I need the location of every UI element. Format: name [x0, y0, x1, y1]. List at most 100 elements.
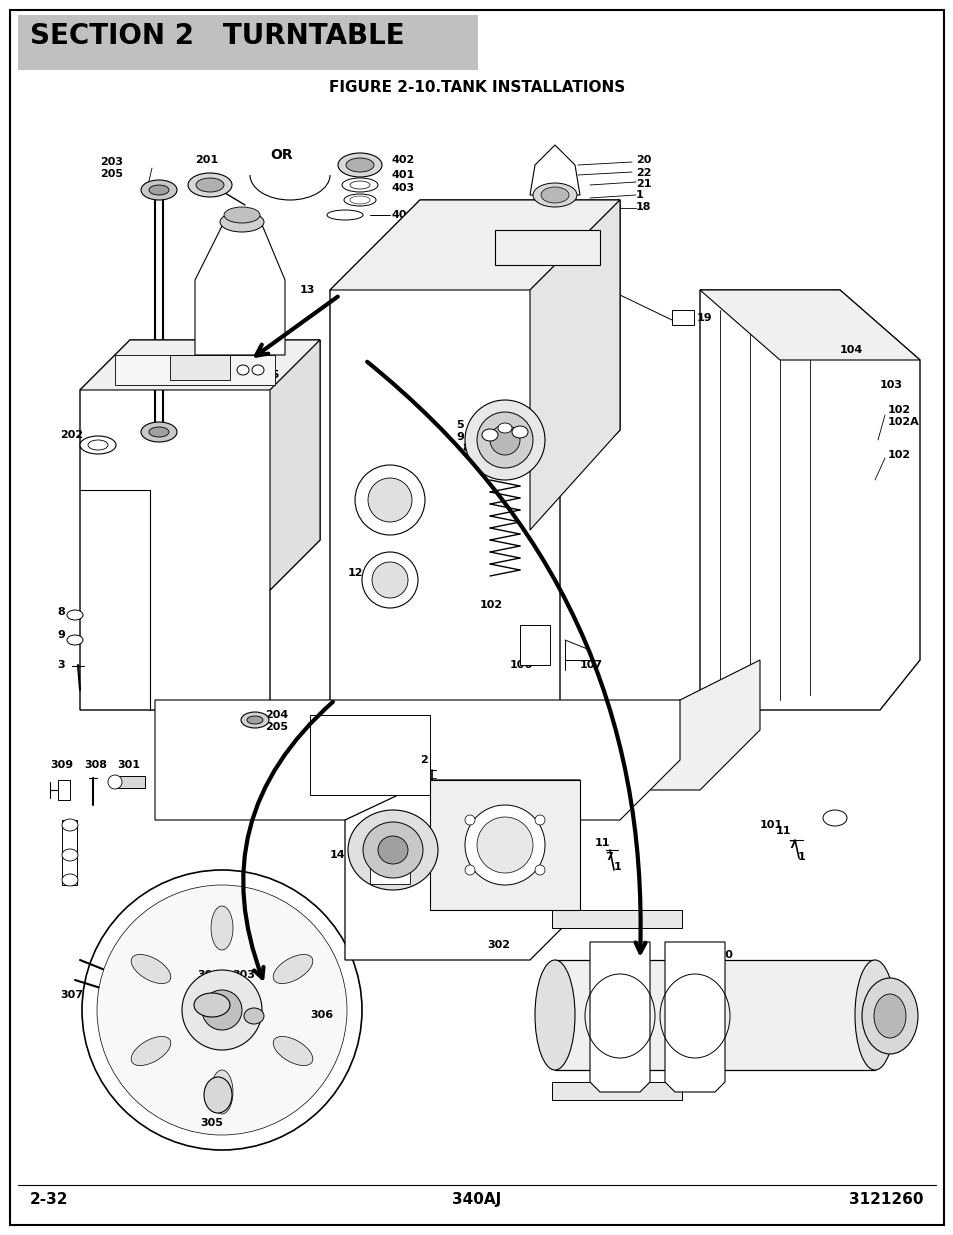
Text: 2: 2 [419, 755, 427, 764]
Polygon shape [530, 200, 619, 530]
Ellipse shape [80, 436, 116, 454]
Ellipse shape [211, 906, 233, 950]
Ellipse shape [273, 955, 313, 983]
Polygon shape [530, 144, 579, 195]
Text: 102
102A: 102 102A [887, 405, 919, 426]
Text: 104: 104 [840, 345, 862, 354]
Ellipse shape [202, 990, 242, 1030]
Text: 403: 403 [392, 183, 415, 193]
Text: 22: 22 [636, 168, 651, 178]
Ellipse shape [62, 848, 78, 861]
Polygon shape [700, 290, 919, 359]
Ellipse shape [188, 173, 232, 198]
Text: 9: 9 [228, 366, 235, 375]
Ellipse shape [220, 212, 264, 232]
Ellipse shape [355, 466, 424, 535]
Ellipse shape [363, 823, 422, 878]
Bar [115, 776, 145, 788]
Text: 101: 101 [760, 820, 782, 830]
Text: 2-32: 2-32 [30, 1192, 69, 1207]
Ellipse shape [195, 178, 224, 191]
Ellipse shape [97, 885, 347, 1135]
Ellipse shape [327, 210, 363, 220]
Text: 9: 9 [456, 432, 463, 442]
Text: 306: 306 [310, 1010, 333, 1020]
Ellipse shape [67, 635, 83, 645]
Text: 309: 309 [50, 760, 73, 769]
Polygon shape [330, 200, 619, 290]
Bar [552, 910, 681, 927]
Bar [62, 820, 77, 885]
Text: 16: 16 [499, 232, 515, 242]
Text: 5: 5 [456, 420, 463, 430]
Text: 7: 7 [604, 852, 612, 862]
Polygon shape [270, 340, 319, 590]
Polygon shape [80, 340, 319, 390]
Ellipse shape [88, 440, 108, 450]
Text: 13: 13 [299, 285, 315, 295]
Ellipse shape [368, 478, 412, 522]
Text: 304: 304 [196, 969, 220, 981]
Bar [58, 781, 70, 800]
Ellipse shape [82, 869, 361, 1150]
Bar [370, 852, 410, 884]
Polygon shape [700, 290, 919, 710]
Ellipse shape [241, 713, 269, 727]
Polygon shape [154, 700, 679, 820]
Ellipse shape [62, 874, 78, 885]
Text: 18: 18 [636, 203, 651, 212]
Ellipse shape [873, 994, 905, 1037]
Text: 1: 1 [797, 852, 805, 862]
Ellipse shape [476, 818, 533, 873]
Ellipse shape [464, 400, 544, 480]
Ellipse shape [193, 993, 230, 1016]
Ellipse shape [204, 1077, 232, 1113]
Ellipse shape [108, 776, 122, 789]
Ellipse shape [149, 427, 169, 437]
Text: 14: 14 [330, 850, 345, 860]
Polygon shape [194, 220, 285, 354]
Polygon shape [589, 942, 649, 1092]
Ellipse shape [182, 969, 262, 1050]
Text: 307: 307 [60, 990, 83, 1000]
Ellipse shape [464, 864, 475, 876]
Text: 21: 21 [636, 179, 651, 189]
Text: 1: 1 [220, 340, 228, 350]
Polygon shape [495, 230, 599, 266]
Text: 9: 9 [57, 630, 65, 640]
Text: 300: 300 [709, 950, 732, 960]
Ellipse shape [62, 819, 78, 831]
Ellipse shape [361, 552, 417, 608]
Bar [170, 354, 230, 380]
Text: 401: 401 [392, 170, 415, 180]
Text: 340AJ: 340AJ [452, 1192, 501, 1207]
Ellipse shape [862, 978, 917, 1053]
Ellipse shape [533, 183, 577, 207]
Ellipse shape [244, 1008, 264, 1024]
Ellipse shape [236, 366, 249, 375]
Ellipse shape [854, 960, 894, 1070]
Text: 3: 3 [57, 659, 65, 671]
Ellipse shape [464, 805, 544, 885]
Ellipse shape [822, 810, 846, 826]
Text: 11: 11 [775, 826, 791, 836]
Text: 102: 102 [887, 450, 910, 459]
Ellipse shape [341, 178, 377, 191]
Ellipse shape [131, 1036, 171, 1066]
Ellipse shape [350, 182, 370, 189]
Text: 1: 1 [636, 190, 643, 200]
Bar [310, 715, 430, 795]
Text: 15: 15 [265, 370, 280, 380]
Bar [519, 625, 550, 664]
Ellipse shape [377, 836, 408, 864]
Text: 8: 8 [461, 443, 469, 453]
Bar [115, 354, 274, 385]
Text: 19: 19 [697, 312, 712, 324]
Text: 3121260: 3121260 [848, 1192, 923, 1207]
Ellipse shape [346, 158, 374, 172]
Text: OR: OR [270, 148, 293, 162]
Ellipse shape [67, 610, 83, 620]
Ellipse shape [535, 815, 544, 825]
Text: 201: 201 [195, 156, 218, 165]
Ellipse shape [344, 194, 375, 206]
